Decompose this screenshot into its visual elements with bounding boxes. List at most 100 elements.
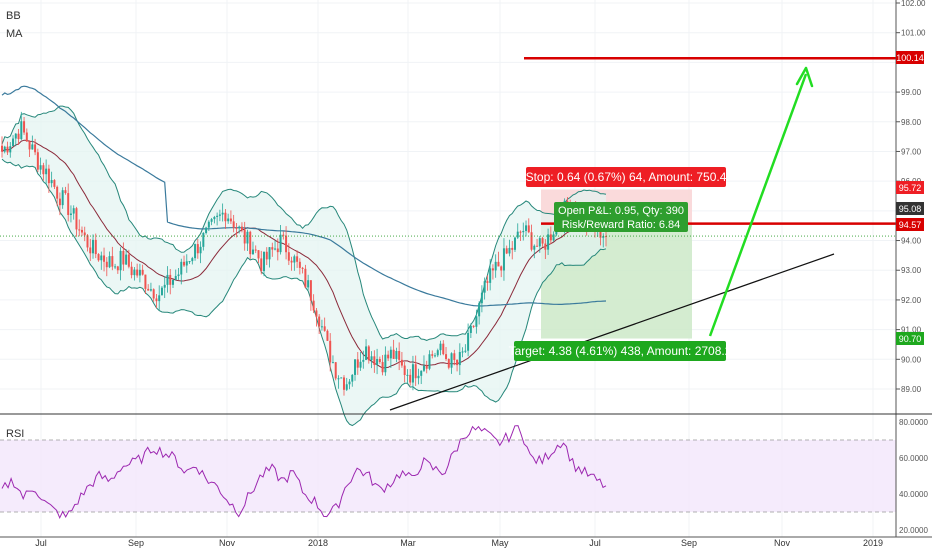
- candle-body: [28, 141, 31, 150]
- price-tick-label: 94.00: [901, 237, 922, 246]
- candle-body: [257, 250, 260, 259]
- stop-tag-text: 95.72: [899, 183, 922, 193]
- candle-body: [480, 292, 483, 304]
- candle-body: [422, 365, 425, 371]
- candle-body: [536, 245, 539, 247]
- ma-indicator-label[interactable]: MA: [6, 28, 23, 40]
- candle-body: [185, 261, 188, 266]
- trend-line: [389, 253, 835, 411]
- candle-body: [340, 377, 343, 379]
- candle-body: [36, 152, 39, 170]
- candle-body: [246, 231, 249, 244]
- candle-body: [163, 284, 166, 288]
- candle-body: [337, 378, 340, 380]
- candle-body: [100, 255, 103, 261]
- candle-body: [420, 370, 423, 376]
- candle-body: [522, 230, 525, 233]
- candle-body: [39, 165, 42, 170]
- price-tick-label: 91.00: [901, 326, 922, 335]
- candle-body: [403, 365, 406, 376]
- candle-body: [505, 248, 508, 254]
- candle-body: [436, 350, 439, 356]
- candle-body: [497, 261, 500, 267]
- candle-body: [552, 234, 555, 241]
- candle-body: [122, 250, 125, 265]
- candle-body: [94, 239, 97, 255]
- candle-body: [296, 256, 299, 262]
- candle-body: [218, 214, 221, 216]
- candle-body: [513, 237, 516, 250]
- candle-body: [227, 218, 230, 222]
- candle-body: [456, 359, 459, 366]
- candle-body: [527, 225, 530, 233]
- candle-body: [149, 289, 152, 291]
- candle-body: [31, 144, 34, 150]
- candle-body: [166, 274, 169, 285]
- candle-body: [362, 359, 365, 362]
- candle-body: [461, 351, 464, 353]
- position-labels: Stop: 0.64 (0.67%) 64, Amount: 750.4 Ope…: [509, 167, 732, 361]
- rsi-band: [0, 440, 896, 512]
- candle-body: [240, 226, 243, 230]
- candle-body: [486, 281, 489, 283]
- candle-body: [544, 243, 547, 250]
- candle-body: [14, 133, 17, 139]
- bollinger-bands: [1, 105, 607, 427]
- rsi-indicator-label[interactable]: RSI: [6, 428, 25, 440]
- candle-body: [406, 374, 409, 376]
- candle-body: [174, 275, 177, 280]
- candle-body: [525, 225, 528, 231]
- candle-body: [519, 231, 522, 233]
- candle-body: [89, 247, 92, 254]
- candle-body: [265, 251, 268, 260]
- candle-body: [439, 343, 442, 351]
- candle-body: [221, 212, 224, 215]
- candle-body: [442, 343, 445, 355]
- candle-body: [411, 364, 414, 383]
- price-tick-label: 98.00: [901, 118, 922, 127]
- candle-body: [251, 249, 254, 255]
- candle-body: [469, 325, 472, 333]
- candle-body: [378, 358, 381, 363]
- candle-body: [152, 289, 155, 299]
- candle-body: [400, 359, 403, 366]
- candle-body: [365, 346, 368, 360]
- candle-body: [367, 346, 370, 361]
- candle-body: [263, 251, 266, 272]
- candle-body: [285, 235, 288, 253]
- candle-body: [67, 193, 70, 215]
- time-tick-label: Sep: [128, 538, 144, 548]
- candle-body: [133, 269, 136, 276]
- bb-upper: [1, 105, 607, 341]
- candle-body: [431, 354, 434, 356]
- candle-body: [376, 358, 379, 365]
- candle-body: [25, 132, 28, 142]
- candle-body: [205, 227, 208, 234]
- stop-label-bg: [526, 167, 726, 187]
- candle-body: [472, 325, 475, 327]
- price-tick-label: 102.00: [901, 0, 926, 8]
- candle-body: [329, 340, 332, 363]
- candle-body: [34, 144, 37, 153]
- time-tick-label: Sep: [681, 538, 697, 548]
- candle-body: [114, 266, 117, 268]
- candle-body: [188, 261, 191, 263]
- candle-body: [453, 353, 456, 360]
- candle-body: [141, 269, 144, 275]
- candle-body: [64, 190, 67, 194]
- candle-body: [50, 180, 53, 184]
- time-tick-label: Jul: [35, 538, 47, 548]
- bb-indicator-label[interactable]: BB: [6, 10, 21, 22]
- ma-line: [1, 139, 607, 369]
- candle-body: [9, 146, 12, 153]
- candle-body: [58, 198, 61, 206]
- price-tick-label: 92.00: [901, 296, 922, 305]
- candle-body: [389, 349, 392, 359]
- candle-body: [458, 351, 461, 366]
- price-tick-label: 93.00: [901, 266, 922, 275]
- candle-body: [290, 260, 293, 263]
- candle-body: [483, 281, 486, 293]
- candle-body: [111, 256, 114, 267]
- candle-body: [447, 359, 450, 368]
